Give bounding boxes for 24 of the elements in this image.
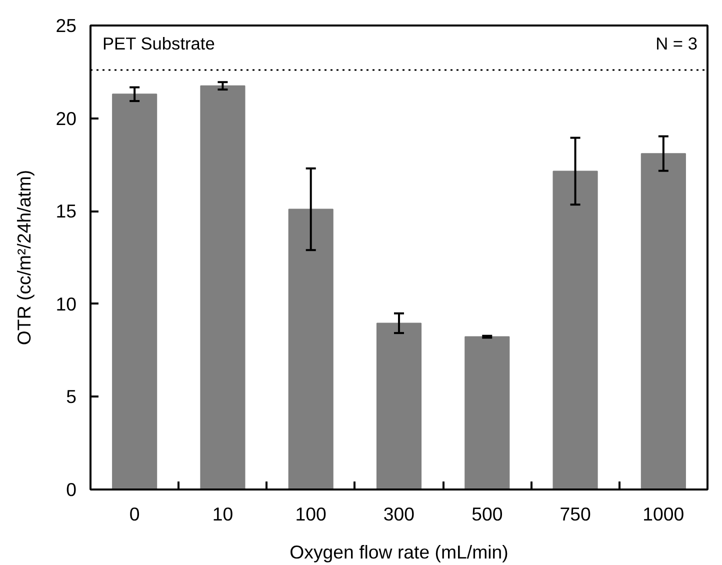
bar — [376, 322, 422, 490]
y-tick-label: 15 — [56, 200, 77, 222]
bar — [552, 170, 598, 490]
x-tick-label: 750 — [560, 504, 591, 524]
bar — [288, 208, 334, 490]
y-axis-title: OTR (cc/m²/24h/atm) — [14, 170, 35, 346]
x-tick-label: 1000 — [642, 504, 684, 524]
bar — [464, 336, 510, 490]
y-tick-label: 10 — [56, 293, 77, 314]
annotation: N = 3 — [656, 34, 698, 54]
bar — [640, 153, 686, 490]
x-tick-label: 100 — [295, 504, 326, 524]
y-tick-label: 25 — [56, 15, 77, 36]
x-tick-label: 0 — [129, 504, 140, 524]
y-tick-label: 5 — [66, 386, 77, 408]
x-tick-label: 300 — [383, 504, 415, 524]
x-tick-label: 10 — [212, 504, 234, 524]
bar — [200, 85, 246, 490]
annotation: PET Substrate — [102, 34, 215, 54]
bar — [112, 94, 158, 490]
y-tick-label: 20 — [56, 108, 77, 129]
x-tick-label: 500 — [472, 504, 503, 524]
y-tick-label: 0 — [66, 479, 77, 500]
x-axis-title: Oxygen flow rate (mL/min) — [290, 542, 508, 562]
